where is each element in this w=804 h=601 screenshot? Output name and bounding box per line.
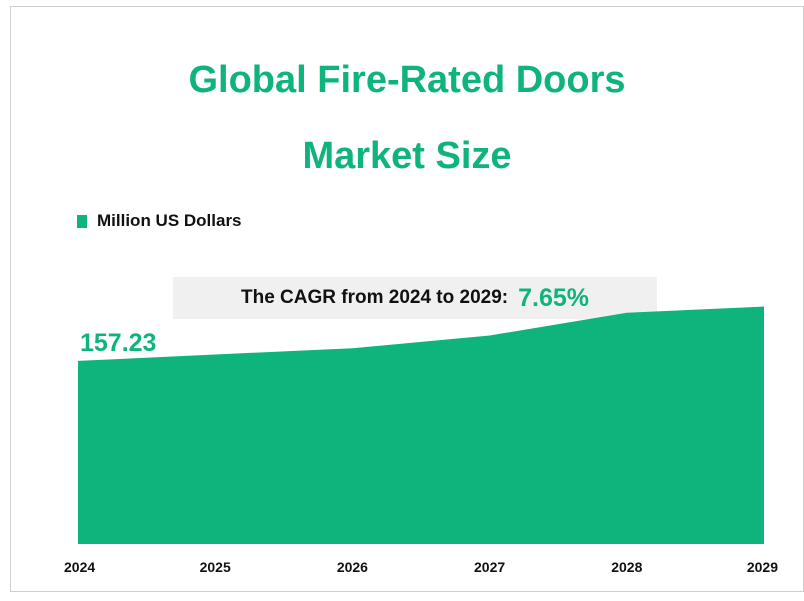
x-tick-label: 2024 xyxy=(64,559,95,575)
plot-area: 2024 2025 2026 2027 2028 2029 157.23 xyxy=(64,306,778,575)
legend: Million US Dollars xyxy=(77,211,242,231)
legend-label: Million US Dollars xyxy=(97,211,242,230)
cagr-box: The CAGR from 2024 to 2029: 7.65% xyxy=(173,277,657,319)
area-series xyxy=(78,306,764,544)
chart-frame: Global Fire-Rated Doors Market Size Mill… xyxy=(10,6,804,592)
x-tick-label: 2029 xyxy=(747,559,778,575)
cagr-value: 7.65% xyxy=(518,283,590,312)
legend-swatch xyxy=(77,214,87,228)
chart-title-line-2: Market Size xyxy=(302,135,512,177)
x-tick-label: 2026 xyxy=(337,559,368,575)
x-tick-label: 2025 xyxy=(200,559,231,575)
cagr-label: The CAGR from 2024 to 2029: xyxy=(240,287,509,308)
chart-title-line-1: Global Fire-Rated Doors xyxy=(188,59,626,101)
x-tick-label: 2027 xyxy=(474,559,505,575)
data-label-2024: 157.23 xyxy=(80,329,156,357)
x-tick-label: 2028 xyxy=(611,559,642,575)
